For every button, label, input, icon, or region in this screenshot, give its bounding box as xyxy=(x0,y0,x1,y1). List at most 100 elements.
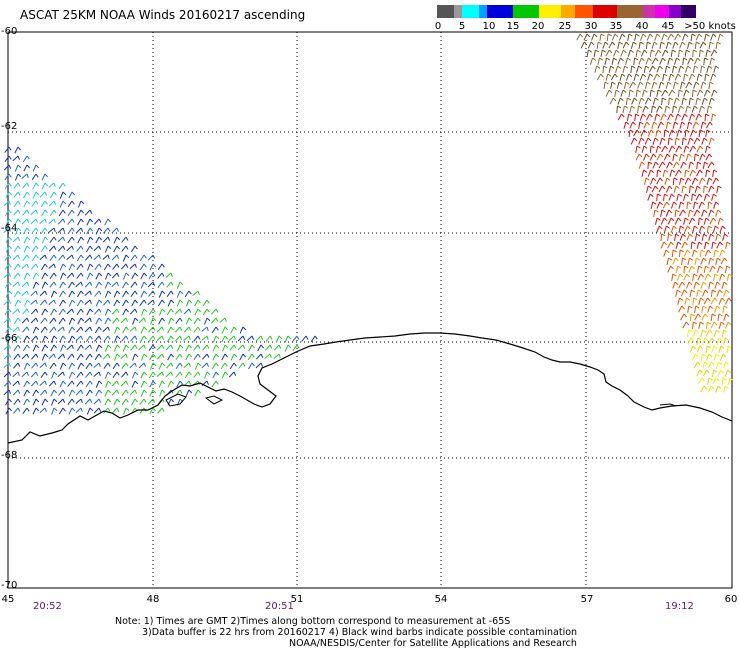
wind-barb-west xyxy=(66,308,74,315)
wind-barb-west xyxy=(12,371,20,378)
wind-barb-east xyxy=(580,41,588,49)
wind-barb-west xyxy=(104,344,112,352)
wind-barb-east xyxy=(643,65,650,73)
wind-barb-east xyxy=(691,249,698,257)
wind-barb-west xyxy=(292,335,300,342)
wind-barb-east xyxy=(674,113,682,121)
wind-barb-west xyxy=(49,326,57,333)
wind-barb-east xyxy=(700,81,707,89)
wind-barb-east xyxy=(652,161,659,169)
wind-barb-west xyxy=(175,362,183,370)
wind-barb-west xyxy=(222,344,229,352)
wind-barb-east xyxy=(683,145,690,153)
wind-barb-west xyxy=(30,263,39,270)
wind-barb-west xyxy=(4,281,12,289)
wind-barb-east xyxy=(654,217,661,225)
wind-barb-west xyxy=(105,272,112,280)
wind-barb-west xyxy=(77,362,85,370)
wind-barb-east xyxy=(706,177,713,185)
wind-barb-west xyxy=(150,362,157,370)
wind-barb-west xyxy=(255,353,264,360)
wind-barb-west xyxy=(66,272,75,279)
wind-barb-east xyxy=(660,233,666,242)
wind-barb-west xyxy=(113,290,121,298)
wind-barb-east xyxy=(602,65,608,74)
wind-barb-west xyxy=(30,308,39,315)
wind-barb-west xyxy=(60,344,67,352)
wind-barb-west xyxy=(148,290,156,297)
wind-barb-west xyxy=(201,362,209,369)
wind-barb-east xyxy=(664,105,670,113)
wind-barb-west xyxy=(94,326,102,334)
wind-barb-east xyxy=(660,113,667,121)
wind-barb-west xyxy=(58,308,66,316)
wind-barb-east xyxy=(707,161,715,169)
wind-barb-west xyxy=(60,272,67,280)
wind-barb-east xyxy=(651,105,657,113)
wind-barb-east xyxy=(627,49,634,57)
wind-barb-east xyxy=(661,89,669,97)
wind-barb-west xyxy=(166,335,174,343)
wind-barb-west xyxy=(84,281,93,288)
wind-barb-east xyxy=(687,329,693,337)
wind-barb-west xyxy=(5,335,13,343)
wind-barb-east xyxy=(649,153,657,161)
wind-barbs-layer xyxy=(3,33,734,415)
wind-barb-east xyxy=(647,161,653,170)
wind-barb-east xyxy=(684,177,692,185)
wind-barb-east xyxy=(660,217,668,225)
wind-barb-east xyxy=(685,81,692,89)
lon-label-57: 57 xyxy=(580,594,594,605)
legend-label-35: 35 xyxy=(609,21,623,32)
wind-barb-west xyxy=(95,299,103,307)
wind-barb-east xyxy=(639,113,646,121)
wind-barb-east xyxy=(693,329,700,337)
wind-barb-east xyxy=(714,305,721,313)
wind-barb-east xyxy=(605,49,613,57)
wind-barb-east xyxy=(664,65,671,73)
wind-barb-east xyxy=(683,89,690,97)
wind-barb-east xyxy=(663,153,671,161)
wind-barb-west xyxy=(102,353,111,360)
wind-barb-east xyxy=(700,65,706,73)
wind-barb-east xyxy=(626,113,633,121)
wind-barb-east xyxy=(708,257,714,265)
wind-barb-east xyxy=(599,33,605,41)
legend-label-50-plus: >50 knots xyxy=(684,21,736,32)
wind-barb-east xyxy=(716,289,723,297)
wind-barb-east xyxy=(686,233,693,241)
wind-barb-west xyxy=(3,200,11,207)
wind-barb-east xyxy=(703,193,710,201)
wind-barb-west xyxy=(167,326,174,334)
wind-barb-east xyxy=(657,121,664,129)
wind-barb-west xyxy=(85,335,93,343)
wind-barb-west xyxy=(22,326,30,333)
legend-label-40: 40 xyxy=(635,21,649,32)
wind-barb-west xyxy=(76,353,84,361)
wind-barb-west xyxy=(75,398,83,405)
wind-barb-west xyxy=(185,317,193,325)
wind-barb-east xyxy=(694,313,701,321)
wind-barb-east xyxy=(668,145,676,153)
wind-barb-west xyxy=(76,263,84,270)
wind-barb-west xyxy=(221,353,228,361)
wind-barb-east xyxy=(681,97,687,105)
wind-barb-east xyxy=(674,233,680,241)
wind-barb-east xyxy=(693,201,699,209)
wind-barb-west xyxy=(102,326,110,333)
wind-barb-east xyxy=(679,177,685,185)
wind-barb-west xyxy=(228,335,236,342)
wind-barb-east xyxy=(723,385,729,393)
wind-barb-west xyxy=(176,344,184,352)
wind-barb-west xyxy=(14,173,22,181)
wind-barb-west xyxy=(95,281,102,289)
wind-barb-east xyxy=(694,257,700,265)
wind-barb-west xyxy=(192,290,200,296)
wind-barb-east xyxy=(701,233,708,241)
wind-barb-east xyxy=(713,249,719,257)
wind-barb-east xyxy=(635,89,641,97)
wind-barb-west xyxy=(183,335,191,341)
wind-barb-east xyxy=(706,225,713,233)
wind-barb-east xyxy=(683,249,691,257)
wind-barb-west xyxy=(21,353,30,360)
